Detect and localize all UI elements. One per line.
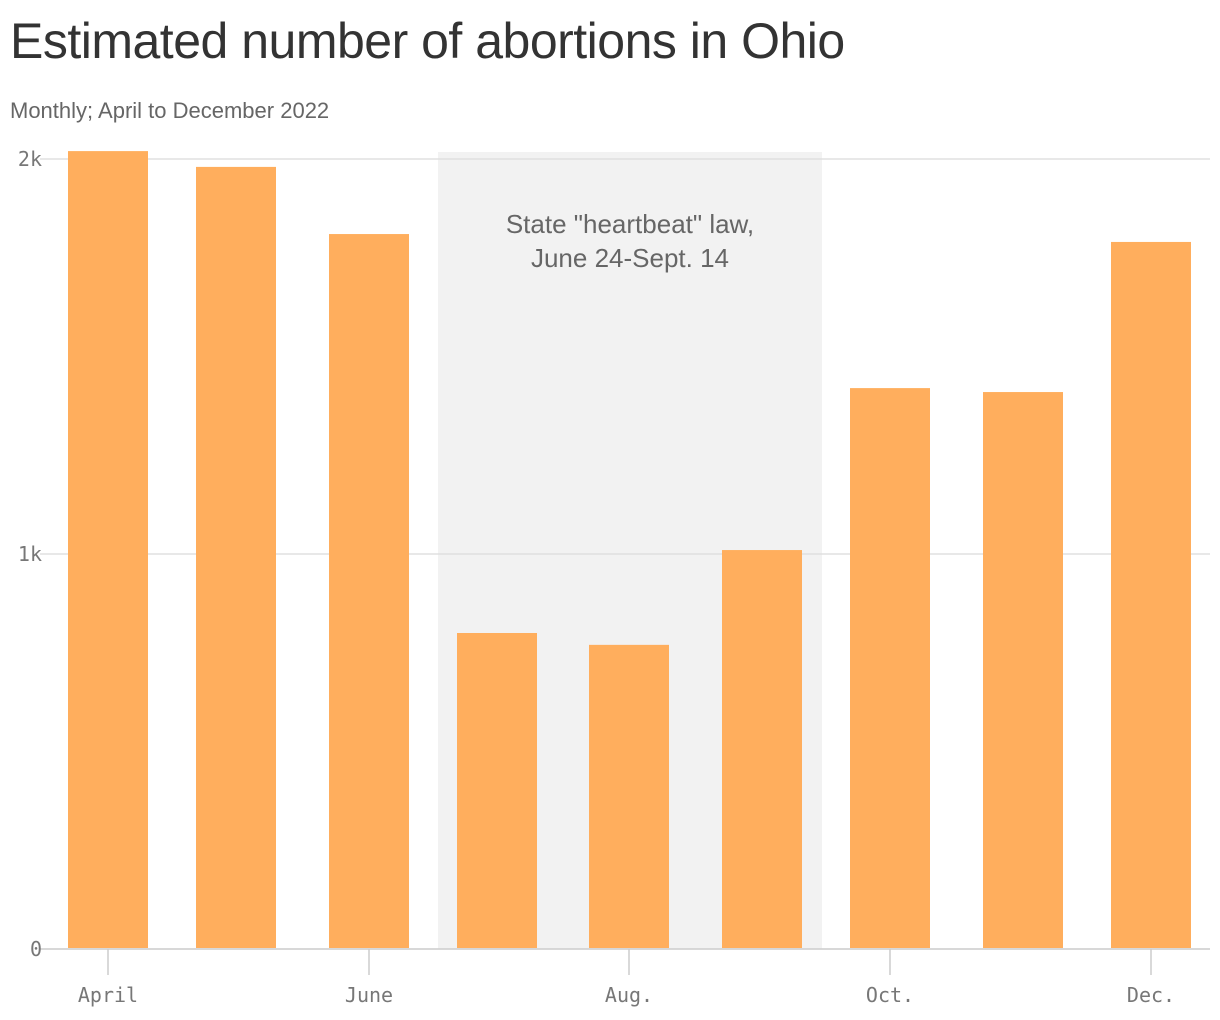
bar-may bbox=[196, 166, 276, 948]
x-tick-label-4: Dec. bbox=[1127, 983, 1175, 1007]
bar-june bbox=[329, 234, 409, 949]
bar-aug bbox=[589, 644, 669, 948]
bar-sept bbox=[722, 550, 802, 948]
x-tick-label-2: Aug. bbox=[605, 983, 653, 1007]
y-tick-label-2: 2k bbox=[18, 147, 42, 171]
y-tick-label-1: 1k bbox=[18, 542, 42, 566]
chart-title: Estimated number of abortions in Ohio bbox=[10, 13, 845, 69]
x-tick-label-3: Oct. bbox=[866, 983, 914, 1007]
y-tick-label-0: 0 bbox=[30, 937, 42, 961]
chart-subtitle: Monthly; April to December 2022 bbox=[10, 98, 330, 123]
bar-april bbox=[68, 151, 148, 949]
annotation-line-1: June 24-Sept. 14 bbox=[531, 243, 729, 273]
bar-dec bbox=[1111, 241, 1191, 948]
bar-july bbox=[457, 633, 537, 948]
bar-nov bbox=[983, 392, 1063, 948]
annotation-line-0: State "heartbeat" law, bbox=[506, 209, 754, 239]
x-tick-label-1: June bbox=[345, 983, 393, 1007]
bar-oct bbox=[850, 388, 930, 949]
x-tick-label-0: April bbox=[78, 983, 138, 1007]
